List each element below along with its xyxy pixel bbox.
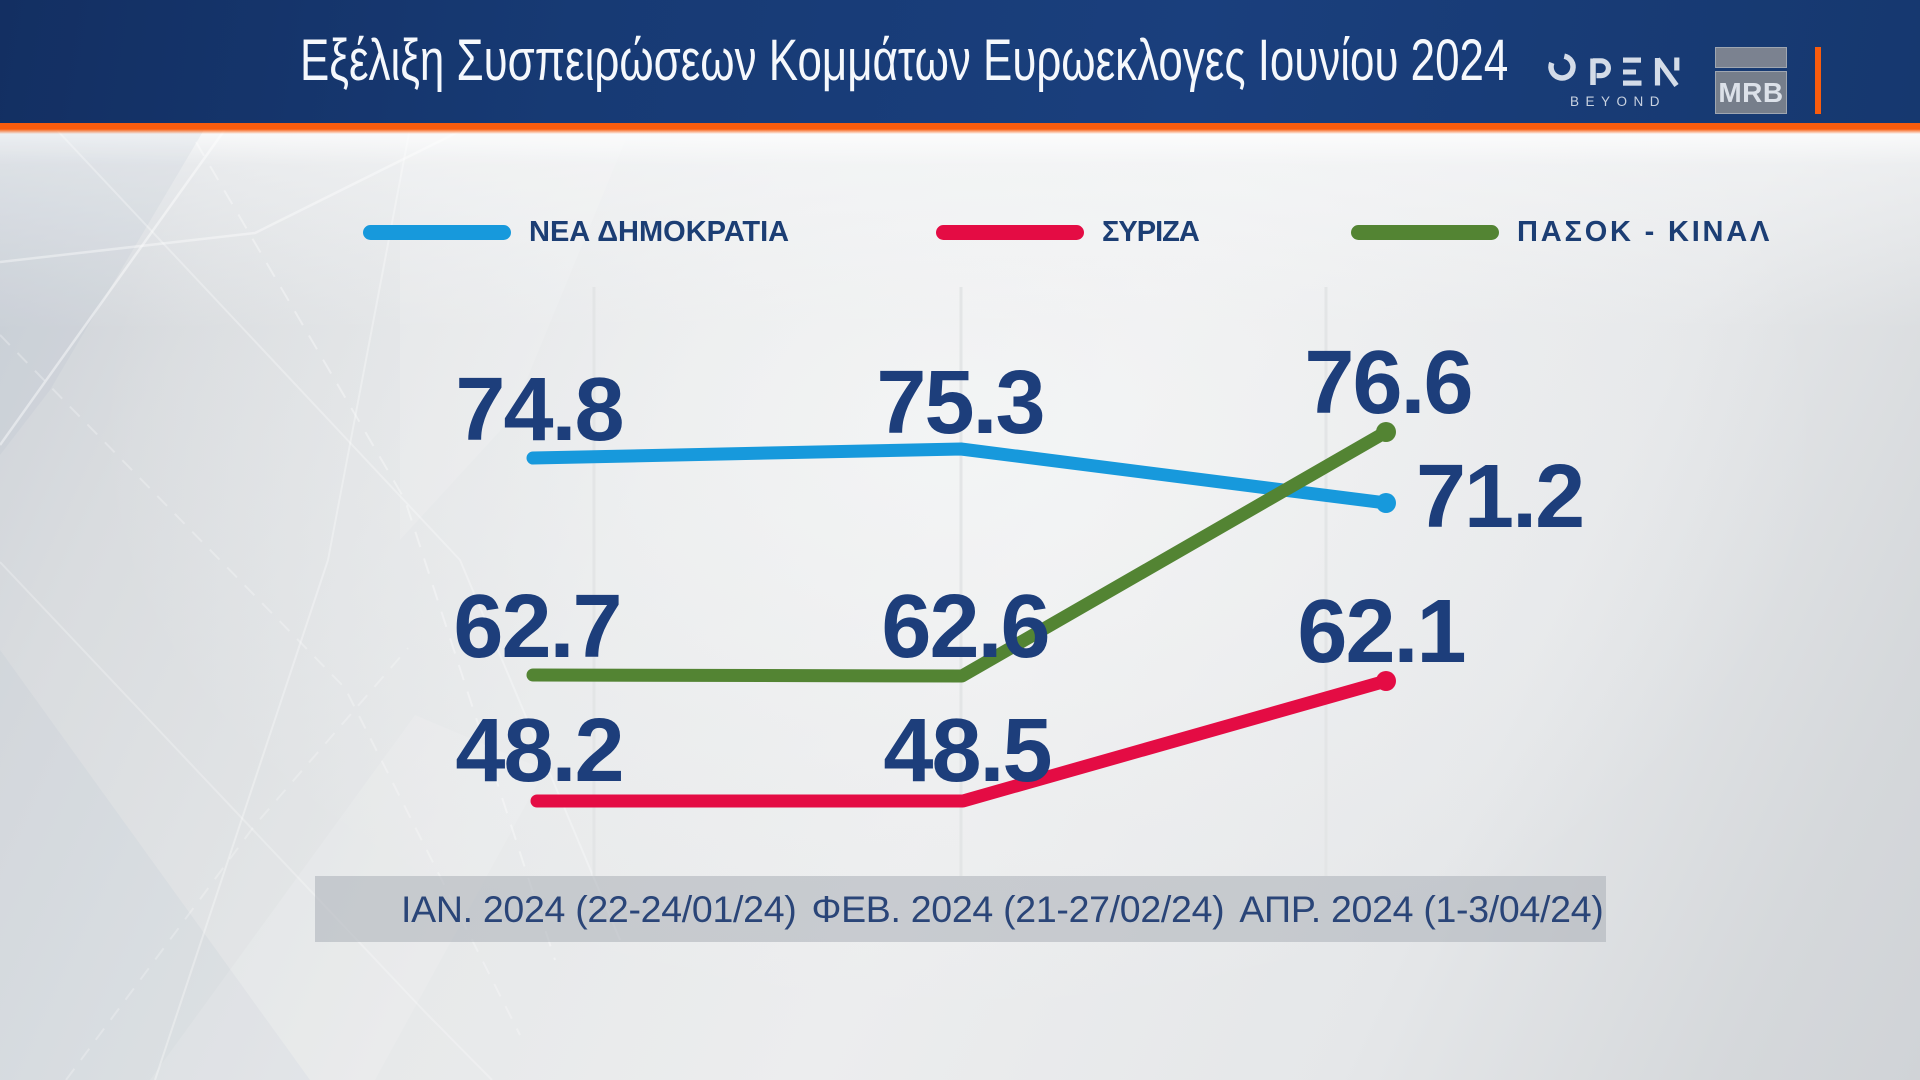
orange-divider — [0, 123, 1920, 134]
open-logo: BEYOND — [1548, 53, 1680, 109]
legend-label: ΝΕΑ ΔΗΜΟΚΡΑΤΙΑ — [529, 215, 790, 248]
value-label-συριζα-1: 48.5 — [883, 701, 1052, 801]
legend-item-νεα-δημοκρατια: ΝΕΑ ΔΗΜΟΚΡΑΤΙΑ — [363, 215, 790, 248]
value-label-πασοκ-κιναλ-0: 62.7 — [453, 577, 622, 677]
x-axis-label-2: ΑΠΡ. 2024 (1-3/04/24) — [1239, 887, 1604, 930]
series-line-συριζα — [530, 674, 1393, 808]
header-accent-bar — [1815, 47, 1821, 114]
page-title: Εξέλιξη Συσπειρώσεων Κομμάτων Ευρωεκλογε… — [300, 28, 1509, 93]
value-label-νεα-δημοκρατια-0: 74.8 — [455, 360, 624, 460]
value-label-νεα-δημοκρατια-2: 71.2 — [1416, 447, 1585, 547]
value-label-συριζα-0: 48.2 — [455, 701, 624, 801]
value-label-πασοκ-κιναλ-2: 76.6 — [1304, 333, 1473, 433]
legend-item-συριζα: ΣΥΡΙΖΑ — [936, 215, 1200, 248]
legend-swatch-νεα-δημοκρατια — [363, 224, 511, 240]
mrb-logo-text: MRB — [1715, 71, 1787, 114]
x-axis-label-box: ΙΑΝ. 2024 (22-24/01/24) ΦΕΒ. 2024 (21-27/… — [315, 876, 1606, 942]
open-logo-sub: BEYOND — [1570, 94, 1666, 109]
legend-label: ΠΑΣΟΚ - ΚΙΝΑΛ — [1517, 215, 1773, 248]
value-label-νεα-δημοκρατια-1: 75.3 — [876, 353, 1045, 453]
value-label-συριζα-2: 62.1 — [1297, 582, 1466, 682]
series-line-νεα-δημοκρατια — [526, 442, 1393, 510]
legend-swatch-πασοκ-κιναλ — [1351, 224, 1499, 240]
series-line-πασοκ-κιναλ — [526, 425, 1393, 683]
x-axis-label-0: ΙΑΝ. 2024 (22-24/01/24) — [401, 887, 797, 930]
series-end-dot-πασοκ-κιναλ — [1376, 422, 1396, 442]
legend-item-πασοκ-κιναλ: ΠΑΣΟΚ - ΚΙΝΑΛ — [1351, 215, 1773, 248]
legend-swatch-συριζα — [936, 224, 1084, 240]
header-bar: Εξέλιξη Συσπειρώσεων Κομμάτων Ευρωεκλογε… — [0, 0, 1920, 123]
legend-label: ΣΥΡΙΖΑ — [1102, 215, 1200, 248]
mrb-logo-top — [1715, 47, 1787, 68]
value-label-πασοκ-κιναλ-1: 62.6 — [881, 577, 1050, 677]
series-end-dot-νεα-δημοκρατια — [1376, 493, 1396, 513]
x-axis-label-1: ΦΕΒ. 2024 (21-27/02/24) — [811, 887, 1225, 930]
mrb-logo: MRB — [1715, 47, 1787, 114]
series-end-dot-συριζα — [1376, 671, 1396, 691]
